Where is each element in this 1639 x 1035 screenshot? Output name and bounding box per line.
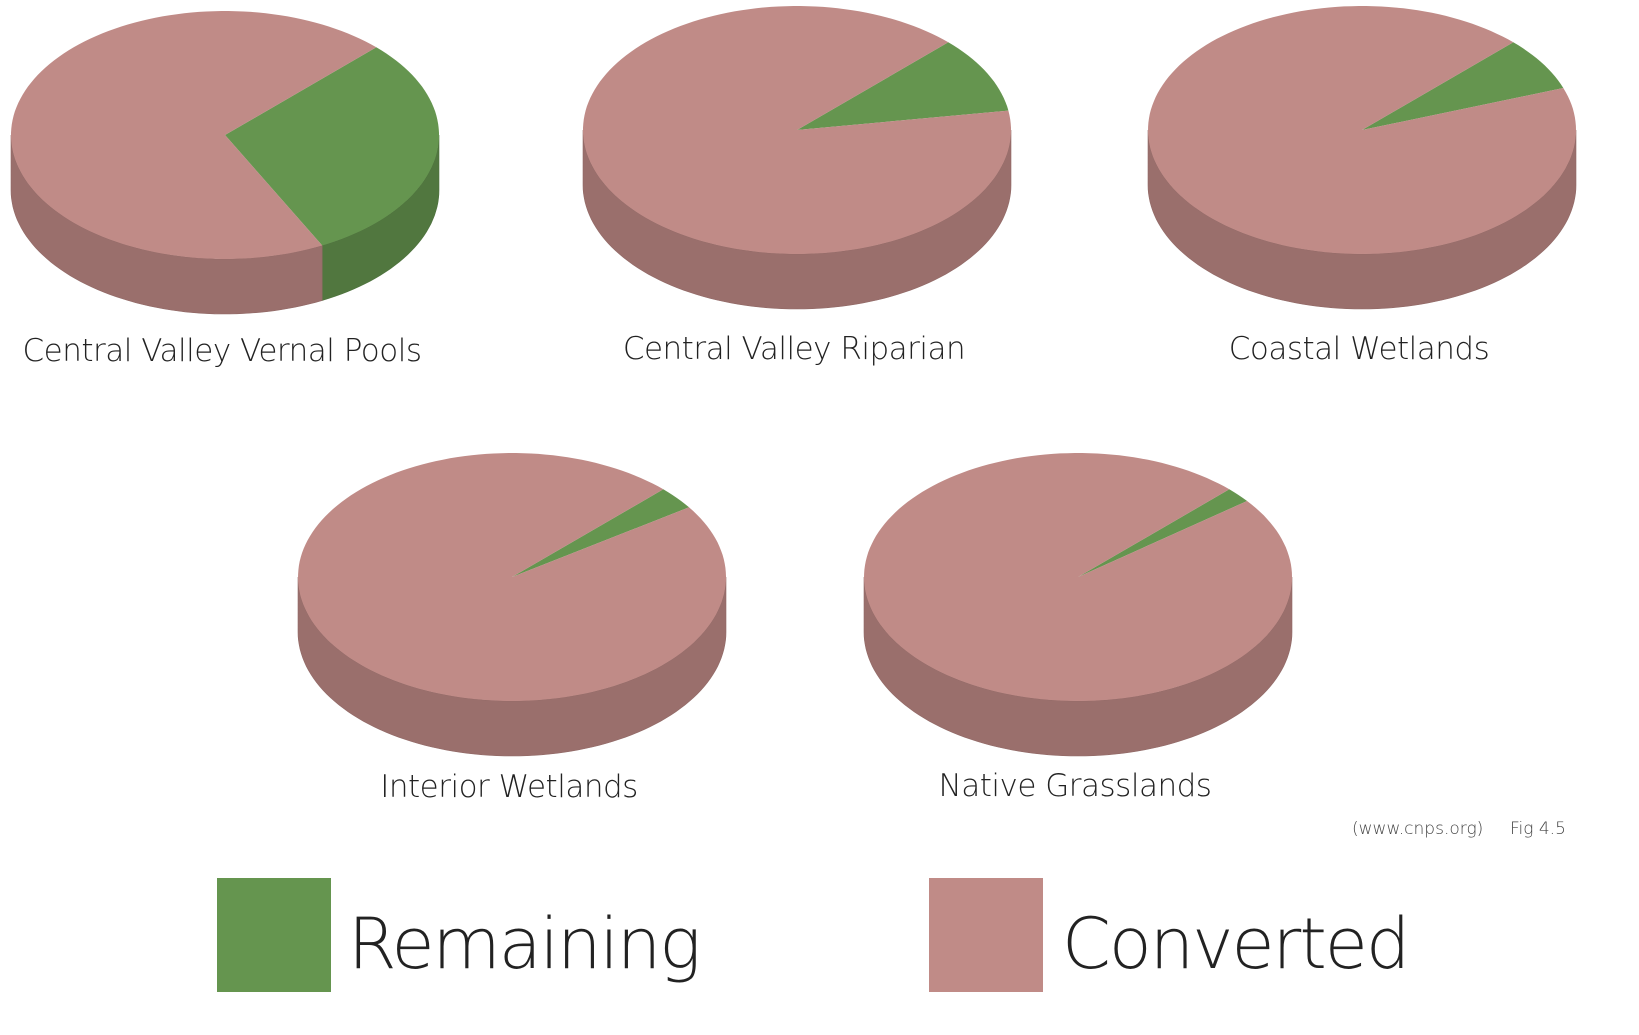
pie-slice — [864, 453, 1292, 701]
pie-side — [10, 134, 323, 315]
pie-title: Central Valley Riparian — [623, 331, 965, 367]
pie-side — [297, 576, 727, 757]
pie-slice — [225, 47, 439, 246]
source: (www.cnps.org) — [1352, 819, 1483, 839]
figure-number: Fig 4.5 — [1510, 819, 1566, 839]
legend-label: Converted — [1062, 903, 1408, 985]
pie-side — [1147, 129, 1577, 310]
pie-title: Native Grasslands — [939, 768, 1212, 804]
pie-title: Interior Wetlands — [380, 769, 638, 805]
legend-label: Remaining — [348, 903, 699, 985]
pie-slice — [797, 42, 1009, 130]
pie-title: Central Valley Vernal Pools — [23, 333, 422, 369]
pie-side — [863, 576, 1293, 757]
legend-swatch — [217, 878, 331, 992]
pie-slice — [1078, 489, 1248, 577]
pie-slice — [298, 453, 726, 701]
pie-slice — [512, 489, 689, 577]
pie-title: Coastal Wetlands — [1229, 331, 1490, 367]
pie-slice — [11, 11, 377, 259]
pie-slice — [1362, 42, 1564, 130]
pie-slice — [583, 6, 1011, 254]
legend-swatch — [929, 878, 1043, 992]
pie-slice — [1148, 6, 1576, 254]
